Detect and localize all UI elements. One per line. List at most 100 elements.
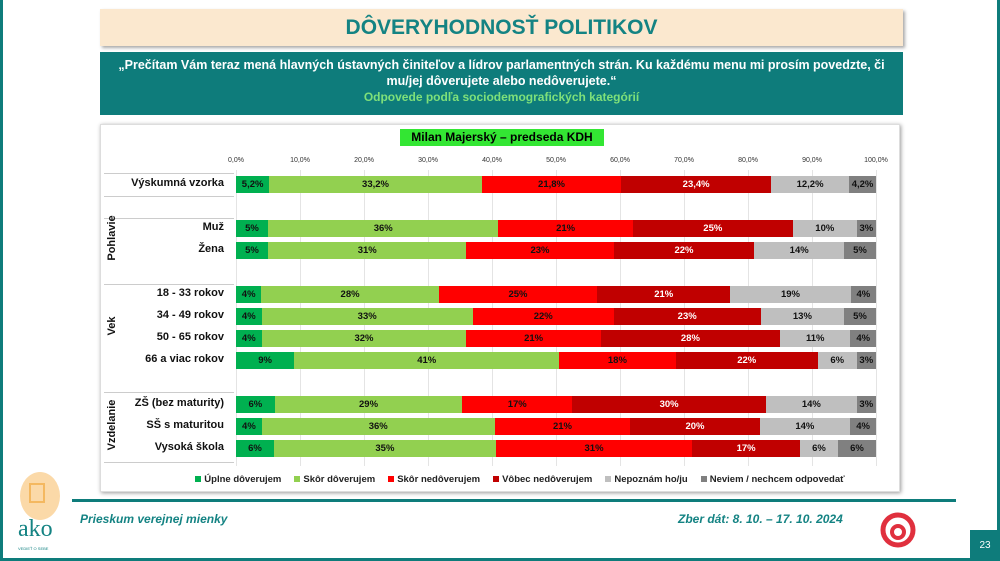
bar-segment: 3% [856, 219, 876, 237]
bar-segment: 6% [236, 439, 275, 457]
row-label: Vysoká škola [154, 441, 224, 453]
row-label: Žena [198, 243, 224, 255]
legend-label: Vôbec nedôverujem [502, 474, 593, 485]
row-label: Muž [202, 221, 224, 233]
bar-segment: 14% [754, 241, 844, 259]
legend-swatch [700, 476, 707, 482]
bar-segment: 4% [236, 417, 262, 435]
bar-segment: 6% [837, 439, 876, 457]
question-text: „Prečítam Vám teraz mená hlavných ústavn… [118, 58, 885, 88]
x-tick-label: 60,0% [610, 157, 630, 164]
row-label: 34 - 49 rokov [156, 309, 224, 321]
bar-segment: 21% [494, 417, 631, 435]
legend-label: Nepoznám ho/ju [614, 474, 688, 485]
bar-segment: 29% [274, 395, 463, 413]
bar-segment: 5,2% [236, 175, 270, 193]
x-tick-label: 30,0% [418, 157, 438, 164]
row-separator [104, 462, 234, 463]
bar-segment: 5% [844, 307, 876, 325]
row-separator [104, 173, 234, 174]
row-separator [104, 218, 234, 219]
x-tick-label: 0,0% [228, 157, 244, 164]
bar-segment: 33% [261, 307, 473, 325]
bar-segment: 4% [850, 329, 876, 347]
x-tick-label: 50,0% [546, 157, 566, 164]
legend-swatch [294, 476, 301, 482]
row-separator [104, 284, 234, 285]
bar-segment: 28% [261, 285, 439, 303]
bar-segment: 4% [236, 285, 262, 303]
legend-label: Úplne dôverujem [204, 474, 282, 485]
bar-segment: 36% [268, 219, 499, 237]
legend-swatch [388, 476, 395, 482]
logo-tagline: VEDIEŤ O SEBE [18, 546, 49, 551]
x-tick-label: 80,0% [738, 157, 758, 164]
bar-segment: 31% [268, 241, 467, 259]
x-tick-label: 20,0% [354, 157, 374, 164]
bar-segment: 6% [799, 439, 838, 457]
bar-segment: 23% [466, 241, 614, 259]
chart-title: Milan Majerský – predseda KDH [400, 129, 604, 146]
bar-segment: 4% [850, 285, 876, 303]
bar-segment: 28% [600, 329, 780, 347]
bar-segment: 13% [760, 307, 844, 325]
legend-label: Skôr nedôverujem [397, 474, 481, 485]
bar-segment: 23,4% [621, 175, 772, 193]
x-tick-label: 100,0% [864, 157, 888, 164]
bar-segment: 9% [236, 351, 295, 369]
page-title: DÔVERYHODNOSŤ POLITIKOV [100, 9, 903, 46]
legend-swatch [195, 476, 202, 482]
row-label: 50 - 65 rokov [156, 331, 224, 343]
bar-segment: 25% [632, 219, 793, 237]
legend-item: Nepoznám ho/ju [605, 474, 688, 485]
bar-segment: 3% [856, 351, 876, 369]
bar-segment: 10% [792, 219, 857, 237]
bar-segment: 4% [236, 307, 262, 325]
row-separator [104, 196, 234, 197]
bar-segment: 22% [613, 241, 755, 259]
bar-segment: 5% [236, 241, 268, 259]
ako-logo: ako VEDIEŤ O SEBE [18, 472, 60, 551]
bar-segment: 17% [692, 439, 800, 457]
legend-item: Skôr dôverujem [294, 474, 375, 485]
footer-divider [72, 499, 956, 502]
x-tick-label: 10,0% [290, 157, 310, 164]
bar-segment: 21% [498, 219, 633, 237]
group-label: Vzdelanie [106, 399, 118, 451]
bar-segment: 19% [730, 285, 851, 303]
bar-segment: 3% [856, 395, 876, 413]
x-tick-label: 40,0% [482, 157, 502, 164]
bar-segment: 25% [438, 285, 598, 303]
bar-segment: 11% [780, 329, 851, 347]
bar-segment: 22% [675, 351, 818, 369]
bar-segment: 20% [630, 417, 760, 435]
bar-segment: 31% [495, 439, 693, 457]
row-label: SŠ s maturitou [146, 419, 224, 431]
bar-segment: 6% [817, 351, 857, 369]
bar-segment: 12,2% [771, 175, 850, 193]
bar-segment: 5% [236, 219, 268, 237]
page-number: 23 [970, 530, 1000, 561]
bar-segment: 23% [613, 307, 761, 325]
bar-segment: 22% [472, 307, 614, 325]
group-label: Vek [106, 316, 118, 336]
x-tick-label: 90,0% [802, 157, 822, 164]
x-tick-label: 70,0% [674, 157, 694, 164]
bar-segment: 36% [261, 417, 495, 435]
bar-segment: 32% [261, 329, 467, 347]
bar-segment: 14% [766, 395, 857, 413]
legend-label: Neviem / nechcem odpovedať [709, 474, 845, 485]
bar-segment: 21% [597, 285, 731, 303]
bar-segment: 21% [466, 329, 601, 347]
legend-item: Vôbec nedôverujem [493, 474, 592, 485]
row-separator [104, 392, 234, 393]
group-label: Pohlavie [106, 215, 118, 261]
bar-segment: 17% [462, 395, 573, 413]
legend-label: Skôr dôverujem [303, 474, 376, 485]
legend-swatch [493, 476, 500, 482]
bar-segment: 4% [236, 329, 262, 347]
row-label: 18 - 33 rokov [156, 287, 224, 299]
row-label: 66 a viac rokov [145, 353, 224, 365]
bar-segment: 35% [274, 439, 496, 457]
bar-segment: 4,2% [849, 175, 876, 193]
